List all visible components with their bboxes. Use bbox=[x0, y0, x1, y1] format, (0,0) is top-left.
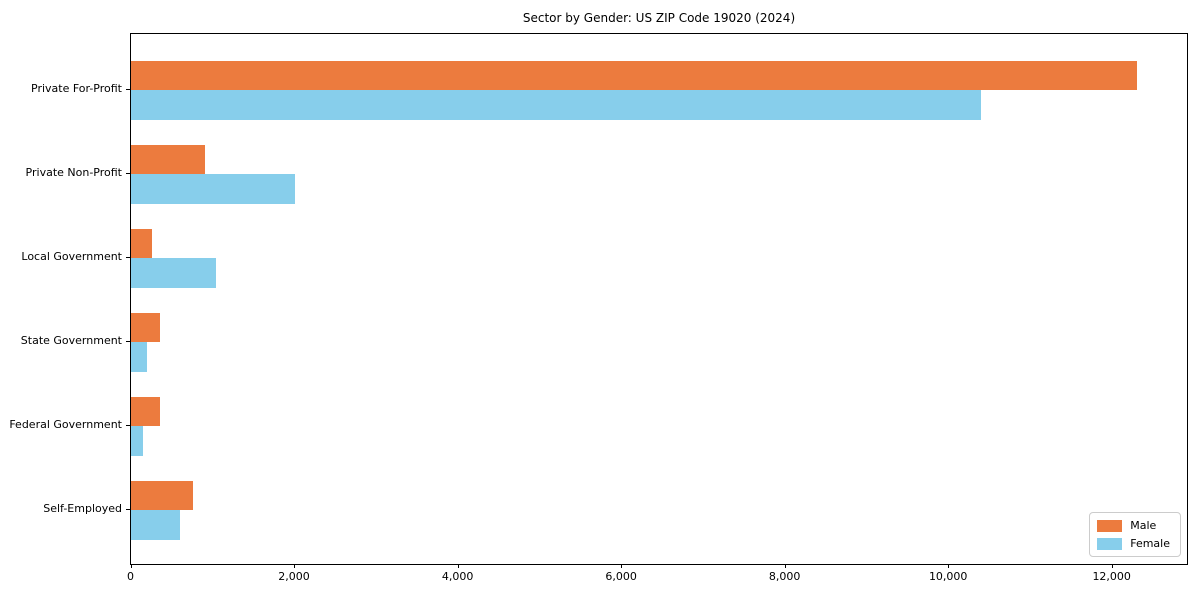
x-tick bbox=[784, 564, 786, 568]
legend-swatch-male bbox=[1097, 519, 1123, 532]
y-tick bbox=[126, 89, 130, 90]
x-tick-label: 10,000 bbox=[928, 570, 968, 583]
y-tick-label-state-government: State Government bbox=[20, 334, 122, 347]
x-tick-label: 4,000 bbox=[441, 570, 474, 583]
x-tick-label: 8,000 bbox=[768, 570, 801, 583]
bar-female-self-employed bbox=[131, 510, 181, 540]
legend-item-male: Male bbox=[1097, 519, 1170, 532]
x-tick-label: 2,000 bbox=[278, 570, 310, 583]
legend: Male Female bbox=[1089, 512, 1181, 557]
legend-label-female: Female bbox=[1130, 537, 1170, 550]
y-tick-label-federal-government: Federal Government bbox=[9, 418, 122, 431]
y-tick bbox=[126, 173, 130, 174]
y-tick bbox=[126, 257, 130, 258]
legend-item-female: Female bbox=[1097, 537, 1170, 550]
x-tick bbox=[621, 564, 623, 568]
x-tick bbox=[457, 564, 459, 568]
plot-area: Male Female bbox=[130, 33, 1188, 565]
legend-swatch-female bbox=[1097, 537, 1123, 550]
legend-label-male: Male bbox=[1130, 519, 1157, 532]
x-tick bbox=[294, 564, 295, 568]
bar-male-self-employed bbox=[131, 480, 194, 510]
bar-male-private-for-profit bbox=[131, 60, 1137, 90]
bar-female-private-non-profit bbox=[131, 174, 295, 204]
x-tick bbox=[1111, 564, 1113, 568]
x-tick-label: 6,000 bbox=[605, 570, 637, 583]
bar-female-federal-government bbox=[131, 426, 144, 456]
y-tick-label-private-for-profit: Private For-Profit bbox=[31, 82, 122, 95]
x-tick-label: 0 bbox=[127, 570, 134, 583]
y-tick-label-local-government: Local Government bbox=[21, 250, 122, 263]
bar-male-private-non-profit bbox=[131, 144, 205, 174]
y-tick bbox=[126, 425, 130, 426]
chart-title: Sector by Gender: US ZIP Code 19020 (202… bbox=[522, 11, 796, 25]
y-tick bbox=[126, 341, 130, 342]
bar-male-federal-government bbox=[131, 396, 161, 426]
bar-female-state-government bbox=[131, 342, 148, 372]
y-tick-label-private-non-profit: Private Non-Profit bbox=[25, 166, 122, 179]
y-tick bbox=[126, 509, 130, 510]
bar-female-private-for-profit bbox=[131, 90, 982, 120]
x-tick-label: 12,000 bbox=[1092, 570, 1131, 583]
x-tick bbox=[130, 564, 132, 568]
y-tick-label-self-employed: Self-Employed bbox=[43, 502, 122, 515]
bar-female-local-government bbox=[131, 258, 216, 288]
bar-male-local-government bbox=[131, 228, 153, 258]
bar-male-state-government bbox=[131, 312, 160, 342]
x-tick bbox=[948, 564, 950, 568]
